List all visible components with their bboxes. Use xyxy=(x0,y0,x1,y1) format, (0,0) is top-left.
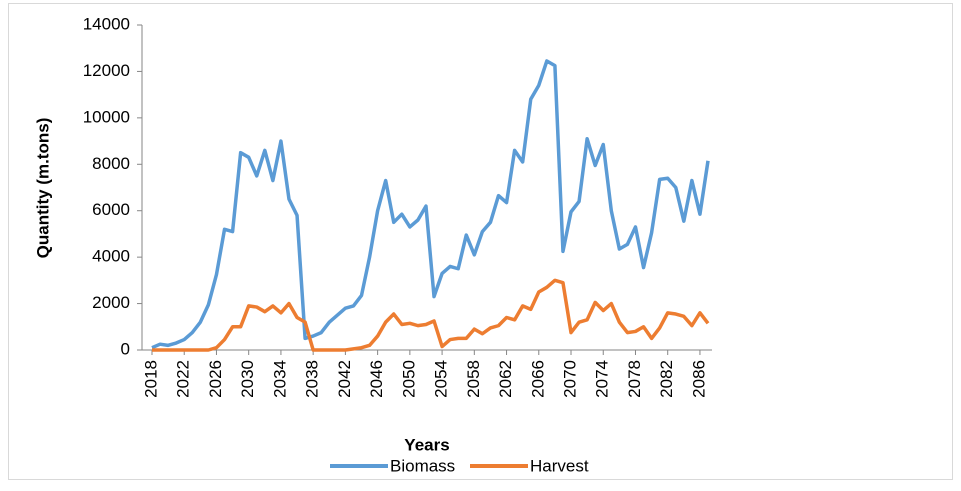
x-tick-label: 2030 xyxy=(238,360,257,398)
series-line xyxy=(152,278,710,352)
y-tick-label: 10000 xyxy=(83,107,130,126)
y-tick-label: 2000 xyxy=(92,293,130,312)
y-tick-label: 4000 xyxy=(92,247,130,266)
x-tick-label: 2018 xyxy=(141,360,160,398)
legend-label: Harvest xyxy=(530,456,589,475)
x-tick-label: 2038 xyxy=(303,360,322,398)
x-tick-label: 2074 xyxy=(593,360,612,398)
series-line xyxy=(151,59,710,350)
legend-label: Biomass xyxy=(390,456,455,475)
x-tick-label: 2058 xyxy=(464,360,483,398)
x-tick-label: 2082 xyxy=(657,360,676,398)
x-tick-label: 2070 xyxy=(560,360,579,398)
x-tick-label: 2066 xyxy=(528,360,547,398)
x-axis-label: Years xyxy=(404,435,449,454)
x-tick-label: 2086 xyxy=(689,360,708,398)
y-tick-label: 0 xyxy=(121,339,130,358)
x-tick-label: 2062 xyxy=(496,360,515,398)
x-tick-label: 2042 xyxy=(335,360,354,398)
y-tick-label: 8000 xyxy=(92,154,130,173)
x-tick-label: 2054 xyxy=(432,360,451,398)
x-tick-label: 2034 xyxy=(270,360,289,398)
y-tick-label: 14000 xyxy=(83,14,130,33)
x-tick-label: 2050 xyxy=(399,360,418,398)
x-tick-label: 2026 xyxy=(206,360,225,398)
y-axis-label: Quantity (m.tons) xyxy=(33,118,52,259)
x-tick-label: 2046 xyxy=(367,360,386,398)
x-tick-label: 2078 xyxy=(625,360,644,398)
y-tick-label: 12000 xyxy=(83,61,130,80)
y-tick-label: 6000 xyxy=(92,200,130,219)
x-tick-label: 2022 xyxy=(174,360,193,398)
